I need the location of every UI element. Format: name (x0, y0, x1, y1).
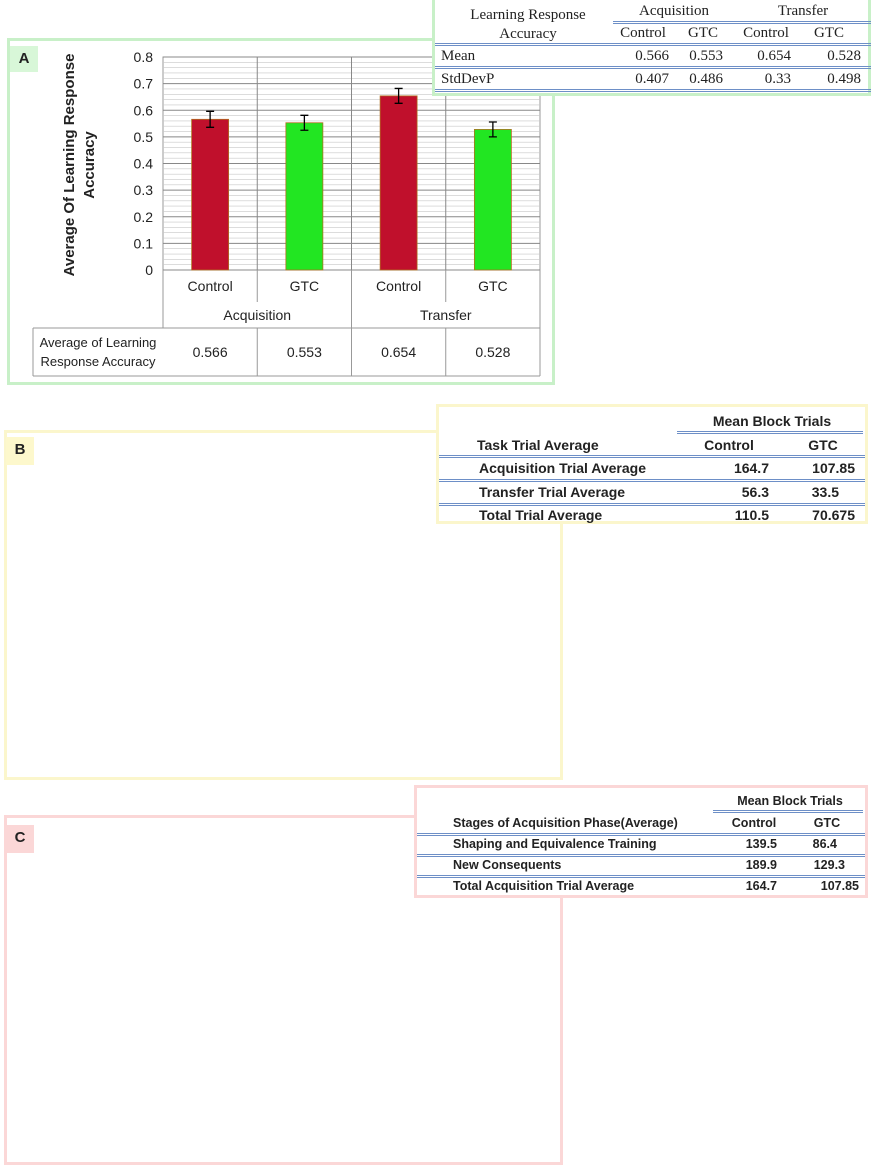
chart-a-bar (191, 118, 230, 271)
table-a-row-mean-label: Mean (441, 48, 476, 64)
table-c-corner: Stages of Acquisition Phase(Average) (453, 816, 678, 830)
table-b-row3-v2: 70.675 (812, 507, 855, 523)
chart-a-ytick-label: 0.8 (134, 49, 154, 65)
table-a-row-std-v2: 0.486 (689, 71, 723, 87)
chart-a-table-row-label: Average of Learning (40, 335, 157, 350)
table-b-row2-v1: 56.3 (741, 484, 769, 500)
table-a-row-std-label: StdDevP (441, 71, 495, 87)
table-c-row3-v1: 164.7 (745, 879, 777, 893)
table-c-col-gtc: GTC (813, 816, 841, 830)
table-c-row1-v2: 86.4 (812, 837, 837, 851)
table-a-row-mean-v1: 0.566 (635, 48, 669, 64)
chart-a-ylabel: Average Of Learning Response (61, 54, 78, 277)
chart-a-ylabel: Accuracy (81, 131, 98, 199)
table-b-corner: Task Trial Average (477, 437, 599, 453)
chart-a-ytick-label: 0.4 (134, 156, 154, 172)
table-c-row1-label: Shaping and Equivalence Training (453, 837, 657, 851)
chart-a-table-value: 0.528 (475, 344, 510, 360)
chart-a-ytick-label: 0.2 (134, 209, 154, 225)
table-c-row2-label: New Consequents (453, 858, 562, 872)
chart-a-error-bar (488, 121, 497, 138)
chart-a-table-value: 0.654 (381, 344, 416, 360)
chart-a-xtick-label: GTC (290, 278, 320, 294)
table-a-row-std-v1: 0.407 (635, 71, 669, 87)
chart-a-table-value: 0.566 (193, 344, 228, 360)
table-a-row-std-v3: 0.33 (764, 71, 791, 87)
chart-a-xtick-label: Control (376, 278, 421, 294)
chart-a-table-row-label: Response Accuracy (41, 354, 156, 369)
table-a-row-std-v4: 0.498 (827, 71, 861, 87)
table-a-corner: Learning Response Accuracy (453, 6, 603, 44)
table-b-header: Mean Block Trials (712, 413, 832, 429)
table-b-row1-v1: 164.7 (733, 460, 769, 476)
table-a-row-mean-v4: 0.528 (827, 48, 861, 64)
chart-a-ytick-label: 0.7 (134, 76, 154, 92)
table-c: Mean Block Trials Stages of Acquisition … (414, 785, 868, 898)
table-c-row2-v2: 129.3 (813, 858, 845, 872)
table-b: Mean Block Trials Task Trial Average Con… (436, 404, 868, 524)
table-a-col-3: Control (743, 25, 789, 41)
chart-a-ytick-label: 0.3 (134, 182, 154, 198)
chart-a-xtick-label: Control (188, 278, 233, 294)
table-c-row1-v1: 139.5 (745, 837, 777, 851)
table-b-row1-label: Acquisition Trial Average (479, 460, 647, 476)
table-a-col-2: GTC (688, 25, 718, 41)
chart-a-error-bar (206, 110, 215, 128)
table-a-group-transfer: Transfer (777, 3, 829, 19)
table-a-col-4: GTC (814, 25, 844, 41)
table-b-row1-v2: 107.85 (812, 460, 855, 476)
table-b-col-control: Control (704, 437, 754, 453)
chart-a-error-bar (394, 87, 403, 104)
table-a-col-1: Control (620, 25, 666, 41)
chart-a-error-bar (300, 114, 309, 131)
table-b-row3-v1: 110.5 (734, 507, 769, 523)
table-b-row2-label: Transfer Trial Average (479, 484, 626, 500)
panel-c-label: C (6, 825, 34, 853)
table-b-row3-label: Total Trial Average (479, 507, 603, 523)
panel-a-label: A (10, 46, 38, 72)
panel-b-label: B (6, 437, 34, 465)
table-b-col-gtc: GTC (808, 437, 838, 453)
table-a-row-mean-v2: 0.553 (689, 48, 723, 64)
table-b-row2-v2: 33.5 (811, 484, 839, 500)
table-c-col-control: Control (731, 816, 777, 830)
chart-a-xtick-label: GTC (478, 278, 508, 294)
table-c-row2-v1: 189.9 (745, 858, 777, 872)
chart-a-ytick-label: 0.6 (134, 102, 154, 118)
chart-a-bar (379, 95, 418, 271)
chart-a-group-label: Transfer (420, 307, 472, 323)
table-c-row3-label: Total Acquisition Trial Average (453, 879, 635, 893)
table-c-row3-v2: 107.85 (820, 879, 859, 893)
chart-a-ytick-label: 0 (145, 262, 153, 278)
chart-a-ytick-label: 0.5 (134, 129, 154, 145)
chart-a-ytick-label: 0.1 (134, 235, 154, 251)
chart-a-bar (285, 122, 324, 271)
chart-a-group-label: Acquisition (223, 307, 291, 323)
chart-a-bar (473, 129, 512, 271)
chart-a-table-value: 0.553 (287, 344, 322, 360)
table-a-group-acquisition: Acquisition (639, 3, 709, 19)
table-a-row-mean-v3: 0.654 (757, 48, 791, 64)
table-c-header: Mean Block Trials (737, 794, 843, 808)
table-a: Learning Response Accuracy Acquisition T… (432, 0, 871, 96)
